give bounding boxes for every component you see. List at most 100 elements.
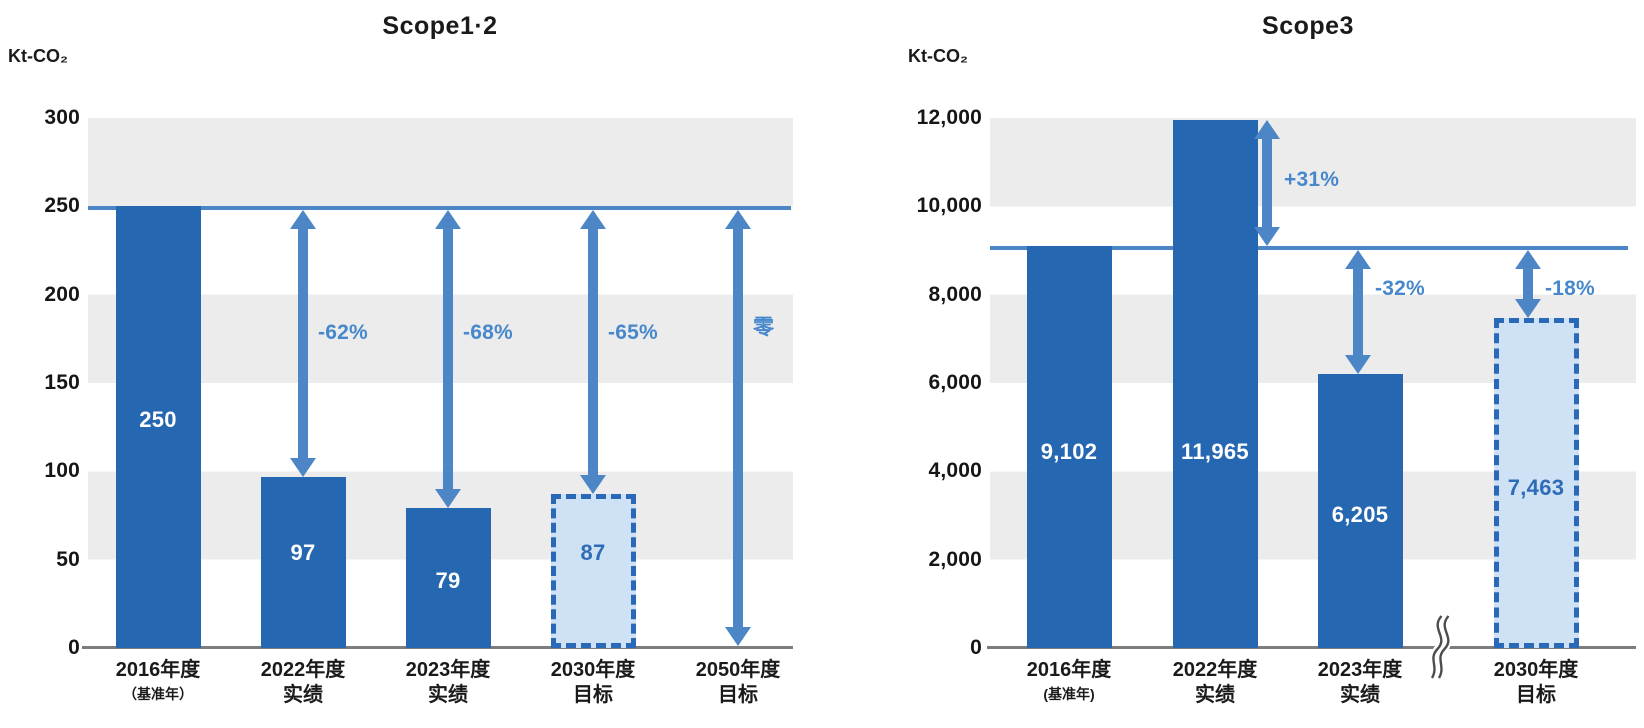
target-bar xyxy=(1493,318,1579,648)
bar xyxy=(1172,119,1258,648)
delta-label: 零 xyxy=(753,316,775,339)
arrowhead-up-icon xyxy=(290,210,316,229)
x-category-label: 2023年度 实绩 xyxy=(1318,658,1403,708)
arrow-shaft xyxy=(588,229,598,476)
y-tick-label: 150 xyxy=(44,371,80,394)
bar xyxy=(260,476,346,648)
x-category-label-line1: 2016年度 xyxy=(115,659,201,681)
arrowhead-up-icon xyxy=(435,210,461,229)
y-tick-label: 250 xyxy=(44,194,80,218)
y-tick-label: 0 xyxy=(68,636,80,659)
delta-arrow xyxy=(1254,119,1280,246)
bar-value-label: 7,463 xyxy=(1507,475,1565,500)
x-category-label: 2022年度 实绩 xyxy=(1173,658,1258,708)
x-category-label: 2016年度 （基准年） xyxy=(116,658,201,706)
chart-title: Scope1·2 xyxy=(382,12,498,40)
x-category-label-line2: 实绩 xyxy=(1340,684,1380,706)
x-category-label: 2023年度 实绩 xyxy=(406,658,491,708)
y-tick-label: 100 xyxy=(44,459,80,483)
bar xyxy=(1317,373,1403,648)
x-category-label: 2030年度 目标 xyxy=(1494,658,1579,708)
delta-label: -62% xyxy=(318,321,368,344)
y-tick-label: 10,000 xyxy=(916,194,982,218)
x-category-label-line2: 实绩 xyxy=(283,684,323,706)
y-tick-label: 12,000 xyxy=(916,106,982,129)
arrow-shaft xyxy=(1523,269,1533,300)
x-category-label-line1: 2022年度 xyxy=(1172,659,1258,681)
x-category-label-line1: 2030年度 xyxy=(1493,659,1579,681)
arrowhead-down-icon xyxy=(435,489,461,509)
bar-value-label: 87 xyxy=(580,540,606,565)
arrowhead-down-icon xyxy=(1515,299,1541,319)
delta-arrow xyxy=(435,210,461,509)
x-category-label-line2: 目标 xyxy=(1516,684,1556,706)
x-category-label: 2050年度 目标 xyxy=(696,658,781,708)
x-category-label-line2: 目标 xyxy=(573,684,613,706)
bar-value-label: 6,205 xyxy=(1331,502,1389,527)
delta-label: -32% xyxy=(1375,277,1425,300)
bar-value-label: 97 xyxy=(290,540,316,565)
y-tick-label: 8,000 xyxy=(928,282,982,306)
y-axis-unit-label: Kt-CO₂ xyxy=(908,46,968,66)
delta-arrow xyxy=(580,210,606,495)
axis-break-icon xyxy=(1429,614,1452,680)
x-category-label-line2: 实绩 xyxy=(1195,684,1235,706)
arrow-shaft xyxy=(733,229,743,627)
x-category-label-line2: 实绩 xyxy=(428,684,468,706)
x-category-label: 2030年度 目标 xyxy=(551,658,636,708)
delta-label: -65% xyxy=(608,321,658,344)
y-tick-label: 6,000 xyxy=(928,371,982,394)
arrowhead-down-icon xyxy=(725,627,751,646)
x-category-label: 2016年度 (基准年) xyxy=(1027,658,1112,706)
bar xyxy=(115,206,201,648)
y-tick-label: 4,000 xyxy=(928,459,982,483)
delta-label: +31% xyxy=(1284,168,1340,191)
bar-value-label: 11,965 xyxy=(1181,439,1249,464)
arrow-shaft xyxy=(1262,138,1272,227)
delta-arrow xyxy=(290,210,316,477)
x-category-label-line2: 目标 xyxy=(718,684,758,706)
bar-value-label: 9,102 xyxy=(1040,439,1098,464)
target-bar xyxy=(550,494,636,648)
x-axis-line xyxy=(987,646,1636,649)
arrow-shaft xyxy=(443,229,453,490)
x-category-label-line1: 2023年度 xyxy=(1317,659,1403,681)
y-tick-label: 0 xyxy=(970,636,982,659)
y-axis-unit-label: Kt-CO₂ xyxy=(8,46,68,66)
arrowhead-up-icon xyxy=(725,210,751,229)
baseline-reference-line xyxy=(990,246,1628,250)
arrowhead-up-icon xyxy=(1254,119,1280,139)
delta-arrow xyxy=(1345,250,1371,374)
x-category-label-line1: 2050年度 xyxy=(695,659,781,681)
x-category-label: 2022年度 实绩 xyxy=(261,658,346,708)
delta-label: -68% xyxy=(463,321,513,344)
y-tick-label: 300 xyxy=(44,106,80,129)
x-category-label-line1: 2030年度 xyxy=(550,659,636,681)
arrowhead-up-icon xyxy=(1515,250,1541,269)
arrow-shaft xyxy=(1353,269,1363,355)
y-tick-label: 200 xyxy=(44,282,80,306)
arrowhead-down-icon xyxy=(580,475,606,495)
arrowhead-down-icon xyxy=(1254,226,1280,246)
arrowhead-down-icon xyxy=(290,457,316,477)
x-category-label-line1: 2016年度 xyxy=(1026,659,1112,681)
delta-label: -18% xyxy=(1545,277,1595,300)
delta-arrow xyxy=(1515,250,1541,319)
arrowhead-up-icon xyxy=(580,210,606,229)
arrowhead-down-icon xyxy=(1345,354,1371,374)
y-tick-label: 2,000 xyxy=(928,547,982,571)
bar-value-label: 250 xyxy=(139,407,177,432)
baseline-reference-line xyxy=(88,206,791,210)
x-category-label-line1: 2022年度 xyxy=(260,659,346,681)
delta-arrow xyxy=(725,210,751,646)
bar xyxy=(405,508,491,648)
arrow-shaft xyxy=(298,229,308,458)
x-category-label-line1: 2023年度 xyxy=(405,659,491,681)
bar xyxy=(1026,245,1112,648)
x-category-label-line2: (基准年) xyxy=(1043,686,1095,702)
y-tick-label: 50 xyxy=(56,547,80,571)
arrowhead-up-icon xyxy=(1345,250,1371,269)
